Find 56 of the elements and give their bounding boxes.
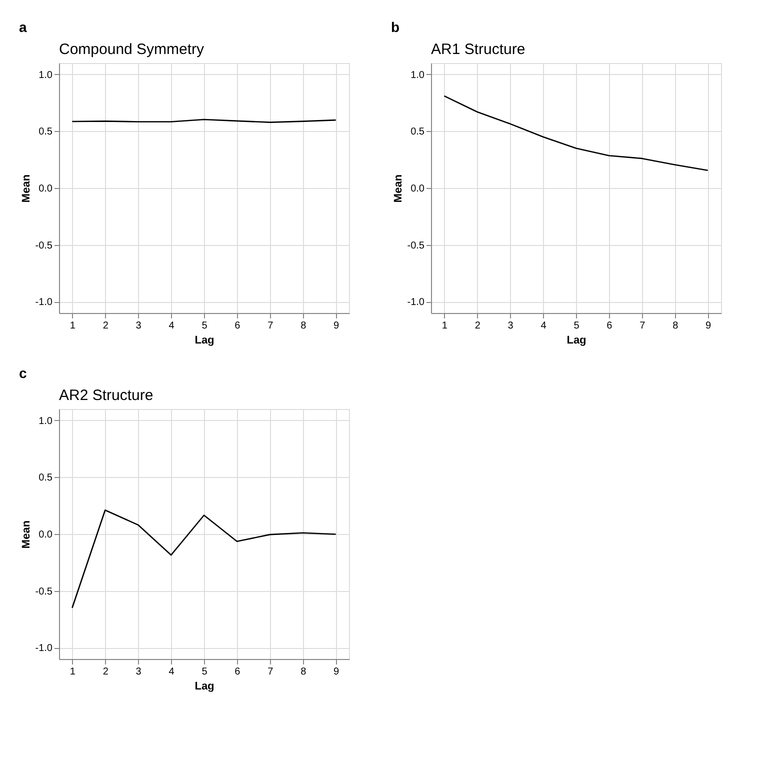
y-tick-label: -1.0 [35,643,53,654]
x-tick-label: 9 [334,666,340,678]
x-tick-label: 6 [234,320,241,332]
y-tick-label: 1.0 [38,70,53,81]
x-axis-title: Lag [194,680,214,692]
x-tick-label: 2 [102,320,109,332]
y-tick-label: 1.0 [410,70,425,81]
line-series [72,509,336,609]
y-tick-label: 0.5 [38,472,53,484]
x-tick-label: 3 [508,320,514,332]
text: c [19,365,27,381]
x-axis-title: Lag [566,334,586,346]
x-tick-label: 7 [268,666,274,678]
x-tick-label: 2 [102,666,109,678]
x-tick-label: 8 [300,666,307,678]
y-tick-label: -0.5 [407,240,425,252]
x-tick-label: 4 [168,666,175,678]
y-tick-label: 0.0 [410,184,425,194]
chart-title: Compound Symmetry [59,41,205,58]
x-tick-label: 9 [334,320,340,332]
y-axis-title: Mean [20,520,32,549]
y-axis-title: Mean [20,174,32,203]
y-tick-label: -1.0 [35,297,53,308]
x-tick-label: 5 [202,666,208,678]
y-tick-label: 1.0 [38,416,53,427]
x-tick-label: 6 [606,320,613,332]
text: a [19,19,27,35]
x-tick-label: 4 [540,320,547,332]
y-tick-label: 0.0 [38,184,53,194]
x-axis-title: Lag [194,334,214,346]
y-tick-label: 0.5 [410,126,425,138]
x-tick-label: 2 [474,320,481,332]
text: b [391,19,400,35]
x-tick-label: 3 [136,666,142,678]
y-tick-label: -0.5 [35,240,53,252]
x-tick-label: 7 [268,320,274,332]
chart-title: AR1 Structure [431,41,526,58]
x-tick-label: 1 [70,320,76,332]
chart-title: AR2 Structure [59,387,154,404]
x-tick-label: 5 [202,320,208,332]
x-tick-label: 4 [168,320,175,332]
x-tick-label: 1 [442,320,448,332]
line-series [444,95,708,172]
y-tick-label: 0.0 [38,530,53,540]
y-axis-title: Mean [392,174,404,203]
x-tick-label: 3 [136,320,142,332]
x-tick-label: 9 [706,320,712,332]
y-tick-label: 0.5 [38,126,53,138]
x-tick-label: 8 [672,320,679,332]
x-tick-label: 6 [234,666,241,678]
y-tick-label: -0.5 [35,586,53,598]
x-tick-label: 1 [70,666,76,678]
x-tick-label: 8 [300,320,307,332]
x-tick-label: 5 [574,320,580,332]
y-tick-label: -1.0 [407,297,425,308]
x-tick-label: 7 [640,320,646,332]
